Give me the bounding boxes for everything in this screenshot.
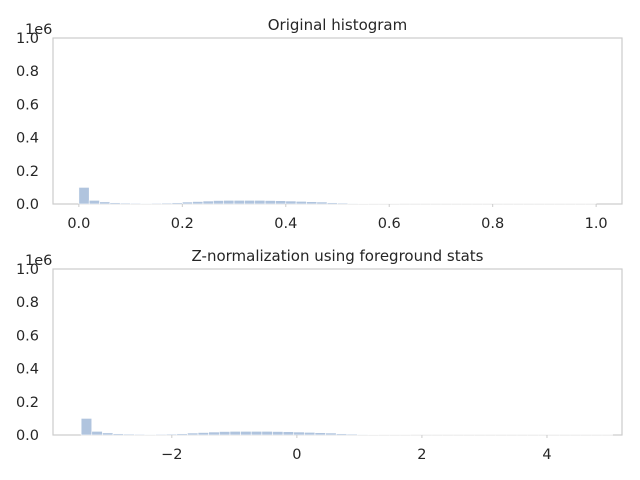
histogram-bar: [161, 202, 173, 205]
histogram-bars: [78, 187, 597, 205]
histogram-bar: [295, 201, 307, 205]
x-axis: 0.0 0.2 0.4 0.6 0.8 1.0: [67, 204, 608, 232]
chart-title: Original histogram: [268, 16, 408, 34]
y-tick-label: 0.0: [16, 197, 39, 213]
histogram-bar: [306, 201, 318, 205]
histogram-bar: [264, 200, 276, 205]
y-axis: 0.0 0.2 0.4 0.6 0.8 1.0: [16, 31, 39, 213]
histogram-bar: [233, 200, 245, 205]
y-tick-label: 1.0: [16, 262, 39, 278]
y-tick-label: 0.4: [16, 362, 39, 378]
histogram-bar: [109, 202, 121, 205]
y-tick-label: 0.2: [16, 395, 39, 411]
y-tick-label: 0.4: [16, 131, 39, 147]
histogram-bar: [282, 431, 295, 436]
y-axis: 0.0 0.2 0.4 0.6 0.8 1.0: [16, 262, 39, 444]
histogram-bar: [99, 201, 111, 205]
x-tick-label: 4: [542, 447, 551, 463]
x-tick-label: 0: [292, 447, 301, 463]
histogram-bar: [182, 201, 193, 205]
chart-original-histogram: 0.0 0.2 0.4 0.6 0.8 1.0 0.0 0.2 0.4 0.6 0.8 1.0 Or…: [16, 16, 623, 232]
histogram-bar: [326, 202, 338, 205]
histogram-bar: [223, 200, 235, 205]
histogram-bar: [337, 202, 349, 205]
x-tick-label: 1.0: [585, 216, 608, 232]
x-tick-label: 2: [417, 447, 426, 463]
histogram-bar: [293, 431, 305, 436]
y-offset-label: 1e6: [25, 22, 52, 38]
histogram-bar: [91, 431, 103, 436]
histogram-bar: [261, 431, 273, 436]
x-tick-label: 0.6: [378, 216, 401, 232]
x-tick-label: 0.0: [67, 216, 90, 232]
histogram-bars: [80, 418, 613, 436]
histogram-bar: [346, 433, 358, 436]
x-axis: −2 0 2 4: [161, 435, 552, 463]
histogram-bar: [187, 432, 199, 436]
histogram-bar: [102, 432, 114, 436]
histogram-bar: [219, 431, 231, 436]
histogram-bar: [123, 433, 135, 436]
histogram-bar: [165, 433, 178, 436]
histogram-bar: [130, 202, 142, 205]
chart-title: Z-normalization using foreground stats: [192, 247, 484, 265]
histogram-bar: [88, 200, 100, 205]
histogram-bar: [285, 200, 297, 205]
histogram-bar: [229, 431, 241, 436]
histogram-bar: [78, 187, 90, 205]
histogram-bar: [119, 202, 131, 205]
plot-area: [52, 268, 623, 436]
histogram-bar: [254, 200, 266, 205]
histogram-bar: [176, 433, 188, 436]
histogram-bar: [347, 203, 359, 205]
y-tick-label: 0.0: [16, 428, 39, 444]
x-tick-label: 0.8: [481, 216, 504, 232]
histogram-bar: [80, 418, 93, 436]
histogram-bar: [208, 431, 220, 436]
histogram-bar: [250, 431, 263, 436]
histogram-bar: [316, 201, 328, 205]
y-tick-label: 0.8: [16, 295, 39, 311]
y-offset-label: 1e6: [25, 253, 52, 269]
histogram-bar: [357, 434, 369, 436]
histogram-bar: [197, 432, 209, 436]
histogram-bar: [133, 433, 146, 436]
histogram-bar: [112, 433, 124, 436]
y-tick-label: 0.8: [16, 64, 39, 80]
x-tick-label: 0.4: [274, 216, 297, 232]
histogram-bar: [325, 432, 337, 436]
histogram-bar: [240, 431, 252, 436]
histogram-bar: [272, 431, 284, 436]
histogram-bar: [202, 200, 214, 205]
histogram-bar: [244, 200, 256, 205]
y-tick-label: 0.6: [16, 328, 39, 344]
histogram-bar: [314, 432, 326, 436]
histogram-bar: [144, 434, 156, 436]
histogram-bar: [140, 203, 152, 205]
chart-z-normalization: −2 0 2 4 0.0 0.2 0.4 0.6 0.8 1.0 Z-normalization…: [16, 247, 623, 463]
x-tick-label: −2: [161, 447, 182, 463]
histogram-bar: [335, 433, 348, 436]
histogram-bar: [150, 202, 162, 205]
histogram-bar: [213, 200, 224, 205]
plot-area: [52, 37, 623, 205]
histogram-bar: [275, 200, 287, 205]
y-tick-label: 1.0: [16, 31, 39, 47]
y-tick-label: 0.6: [16, 97, 39, 113]
histogram-bar: [155, 433, 167, 436]
histogram-bar: [304, 432, 316, 436]
y-tick-label: 0.2: [16, 164, 39, 180]
histogram-bar: [192, 201, 204, 205]
histogram-bar: [171, 202, 183, 205]
x-tick-label: 0.2: [171, 216, 194, 232]
